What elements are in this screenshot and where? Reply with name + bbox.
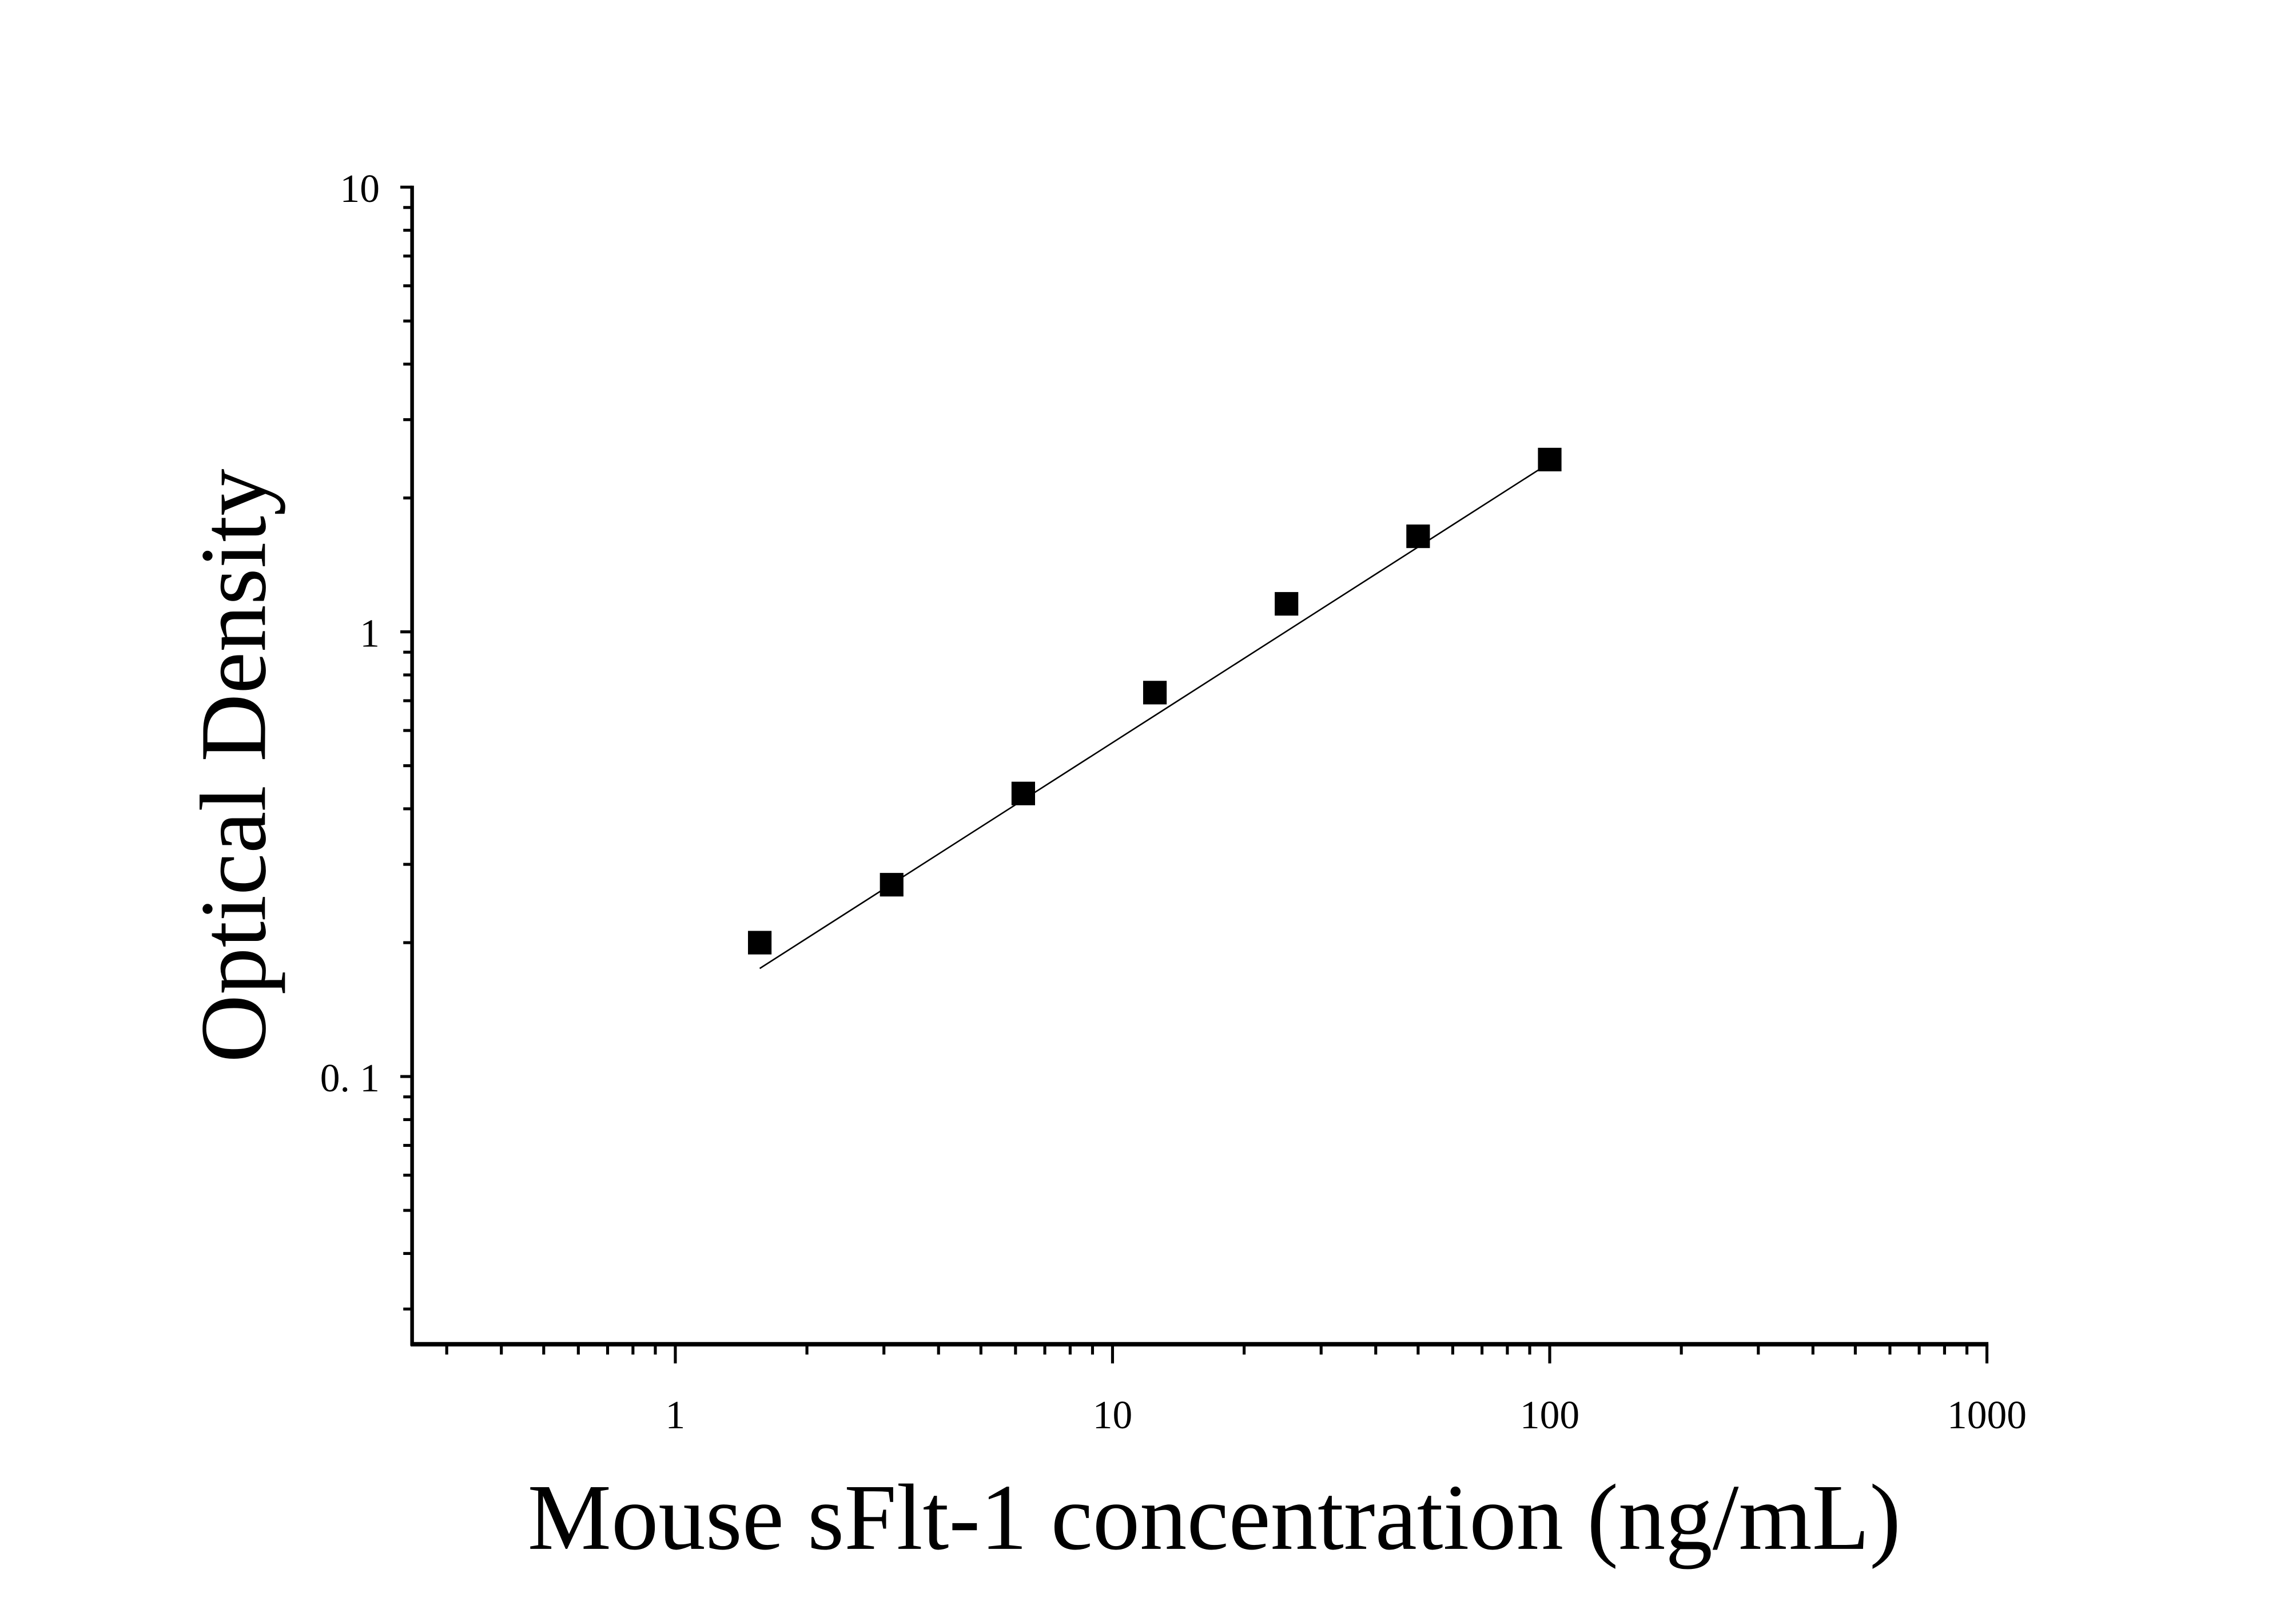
axis-ticks: [400, 185, 1989, 1364]
data-point: [1143, 681, 1167, 705]
x-tick-label: 1: [666, 1393, 686, 1437]
data-point: [1011, 781, 1035, 805]
fit-line: [759, 462, 1550, 970]
y-tick-label: 1: [360, 611, 380, 655]
x-tick-label: 10: [1093, 1393, 1132, 1437]
tick-labels: 1 10 100 1000 0. 1 1 10: [320, 167, 2027, 1437]
data-point: [1538, 447, 1562, 472]
data-point: [880, 873, 904, 897]
y-tick-label: 10: [340, 167, 380, 211]
data-point: [1406, 525, 1430, 549]
y-axis-label: Optical Density: [181, 468, 285, 1062]
data-point: [747, 931, 772, 955]
x-axis-label: Mouse sFlt-1 concentration (ng/mL): [528, 1465, 1901, 1570]
data-point: [1275, 592, 1299, 616]
y-tick-label: 0. 1: [320, 1056, 380, 1101]
data-points: [747, 447, 1562, 955]
x-tick-label: 1000: [1947, 1393, 2027, 1437]
x-tick-label: 100: [1520, 1393, 1579, 1437]
